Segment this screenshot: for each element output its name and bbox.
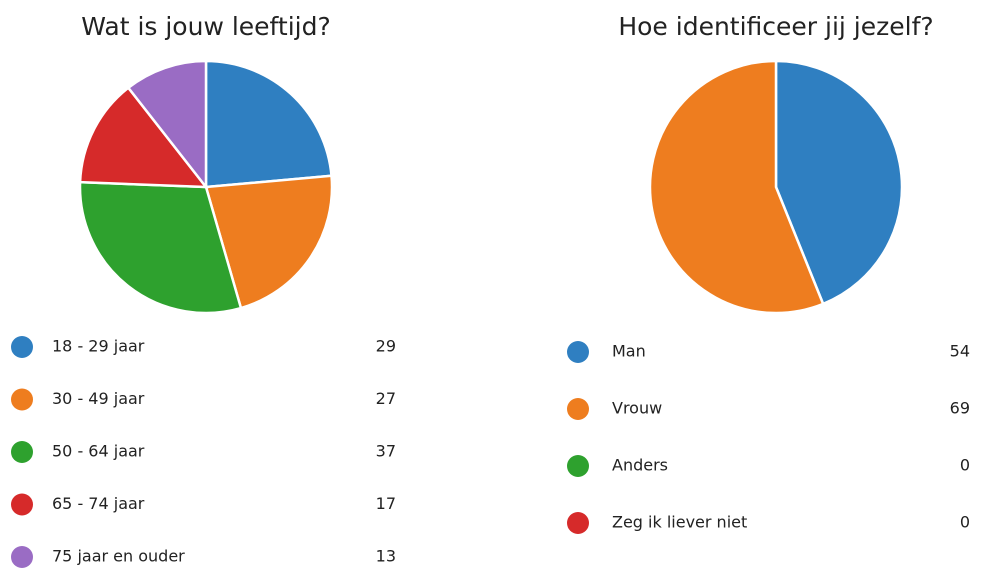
legend-dot [11, 546, 33, 568]
legend-label: Zeg ik liever niet [612, 513, 747, 532]
legend-label: Vrouw [612, 399, 662, 418]
legend-label: 18 - 29 jaar [52, 337, 145, 356]
legend-dot [11, 441, 33, 463]
legend-dot [567, 398, 589, 420]
pie-slice [204, 174, 334, 310]
legend-value: 0 [960, 456, 970, 475]
legend-value: 27 [376, 389, 396, 408]
legend-label: Anders [612, 456, 668, 475]
pie-slice [126, 59, 208, 191]
legend-value: 37 [376, 442, 396, 461]
legend-dot [11, 336, 33, 358]
legend-value: 54 [950, 342, 970, 361]
legend-value: 69 [950, 399, 970, 418]
chart-title: Wat is jouw leeftijd? [81, 12, 331, 41]
legend-label: 75 jaar en ouder [52, 547, 185, 566]
legend-value: 17 [376, 494, 396, 513]
legend-dot [11, 388, 33, 411]
pie-slice [78, 86, 209, 189]
legend-dot [567, 512, 589, 534]
legend-label: 30 - 49 jaar [52, 389, 145, 408]
legend-value: 0 [960, 513, 970, 532]
pie-slice [78, 180, 243, 315]
pie-slice [648, 59, 825, 315]
legend-label: 50 - 64 jaar [52, 442, 145, 461]
legend-dot [11, 493, 33, 516]
legend-label: 65 - 74 jaar [52, 494, 145, 513]
pie-slice [774, 59, 904, 306]
legend-label: Man [612, 342, 646, 361]
pie-slice [204, 59, 333, 189]
legend-dot [567, 341, 589, 363]
legend-value: 13 [376, 547, 396, 566]
chart-title: Hoe identificeer jij jezelf? [618, 12, 933, 41]
legend-value: 29 [376, 337, 396, 356]
legend-dot [567, 455, 589, 477]
